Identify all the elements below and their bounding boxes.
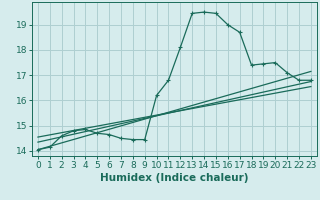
X-axis label: Humidex (Indice chaleur): Humidex (Indice chaleur) [100,173,249,183]
